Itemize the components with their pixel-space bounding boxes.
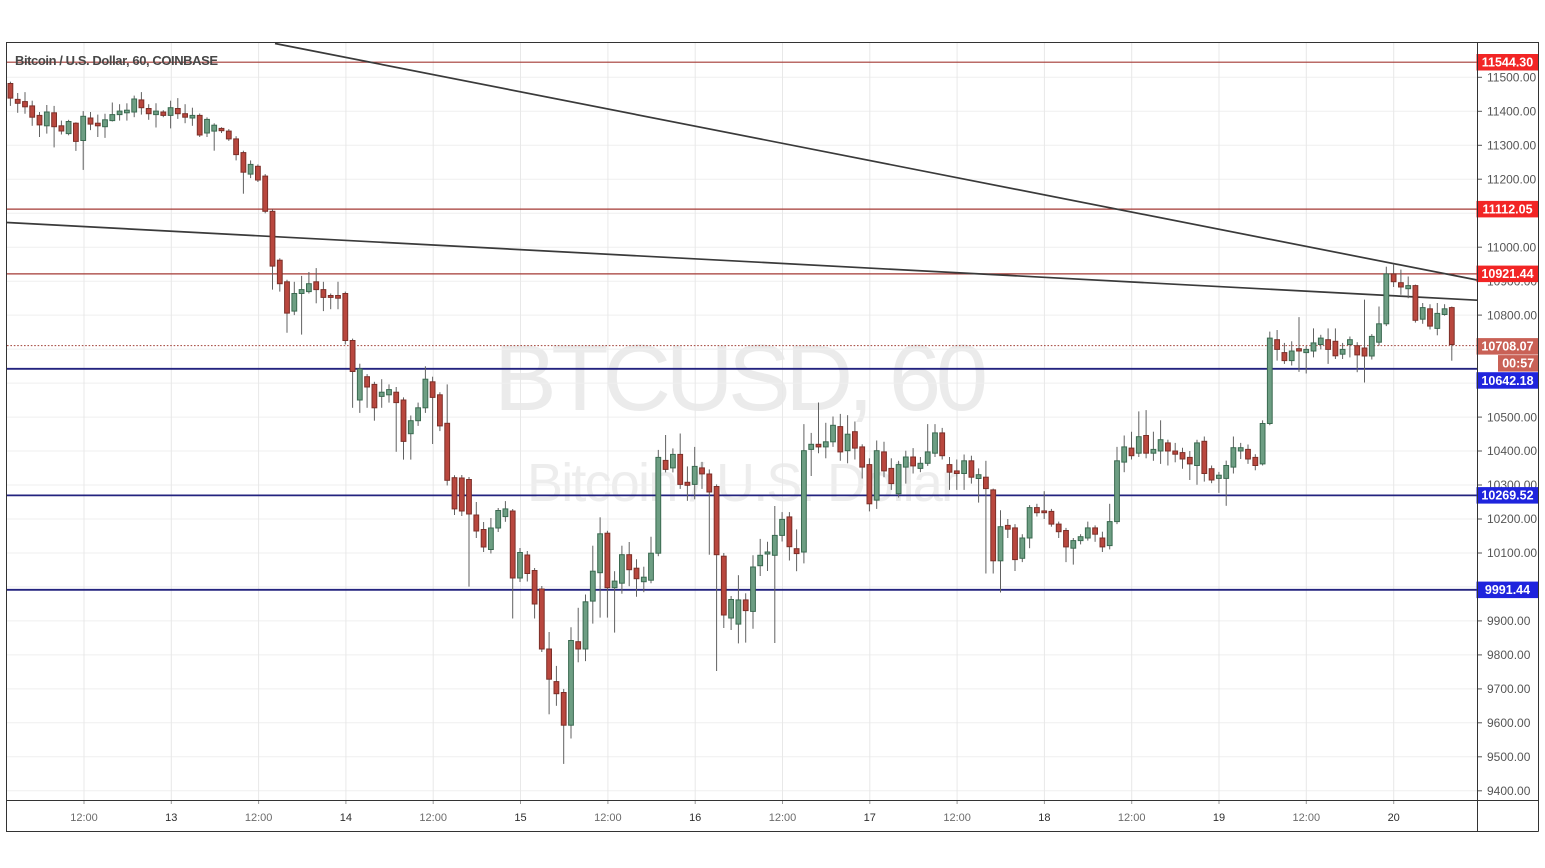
svg-text:BTCUSD, 60: BTCUSD, 60 xyxy=(494,325,988,430)
svg-text:10269.52: 10269.52 xyxy=(1481,489,1533,503)
svg-text:9500.00: 9500.00 xyxy=(1487,750,1531,764)
svg-text:18: 18 xyxy=(1038,812,1050,824)
svg-text:20: 20 xyxy=(1388,812,1400,824)
svg-text:17: 17 xyxy=(864,812,876,824)
svg-text:9600.00: 9600.00 xyxy=(1487,716,1531,730)
svg-text:14: 14 xyxy=(340,812,352,824)
svg-text:12:00: 12:00 xyxy=(594,812,622,824)
svg-text:11500.00: 11500.00 xyxy=(1487,71,1536,85)
svg-text:13: 13 xyxy=(165,812,177,824)
svg-text:Bitcoin / U.S. Dollar: Bitcoin / U.S. Dollar xyxy=(527,453,959,513)
svg-text:11000.00: 11000.00 xyxy=(1487,240,1536,254)
svg-text:19: 19 xyxy=(1213,812,1225,824)
svg-text:12:00: 12:00 xyxy=(70,812,98,824)
svg-text:9991.44: 9991.44 xyxy=(1485,583,1530,597)
svg-text:11544.30: 11544.30 xyxy=(1482,56,1533,70)
svg-text:15: 15 xyxy=(514,812,526,824)
svg-text:16: 16 xyxy=(689,812,701,824)
svg-text:9900.00: 9900.00 xyxy=(1487,614,1531,628)
svg-text:11112.05: 11112.05 xyxy=(1482,202,1532,216)
svg-text:11400.00: 11400.00 xyxy=(1487,105,1536,119)
svg-text:12:00: 12:00 xyxy=(943,812,971,824)
svg-text:11200.00: 11200.00 xyxy=(1487,172,1536,186)
svg-text:11300.00: 11300.00 xyxy=(1487,139,1536,153)
svg-text:00:57: 00:57 xyxy=(1502,357,1534,371)
svg-text:12:00: 12:00 xyxy=(769,812,797,824)
svg-text:10708.07: 10708.07 xyxy=(1481,340,1533,354)
svg-text:10200.00: 10200.00 xyxy=(1487,512,1537,526)
svg-text:10500.00: 10500.00 xyxy=(1487,410,1537,424)
svg-text:9800.00: 9800.00 xyxy=(1487,648,1531,662)
svg-text:10100.00: 10100.00 xyxy=(1487,546,1537,560)
svg-text:12:00: 12:00 xyxy=(419,812,447,824)
svg-text:12:00: 12:00 xyxy=(245,812,273,824)
svg-text:12:00: 12:00 xyxy=(1293,812,1321,824)
svg-text:9400.00: 9400.00 xyxy=(1487,784,1531,798)
svg-text:12:00: 12:00 xyxy=(1118,812,1146,824)
svg-text:9700.00: 9700.00 xyxy=(1487,682,1531,696)
svg-text:10921.44: 10921.44 xyxy=(1481,267,1533,281)
svg-text:10800.00: 10800.00 xyxy=(1487,308,1537,322)
svg-text:10642.18: 10642.18 xyxy=(1481,374,1533,388)
svg-text:10400.00: 10400.00 xyxy=(1487,444,1537,458)
svg-text:Bitcoin / U.S. Dollar, 60, COI: Bitcoin / U.S. Dollar, 60, COINBASE xyxy=(15,53,218,68)
